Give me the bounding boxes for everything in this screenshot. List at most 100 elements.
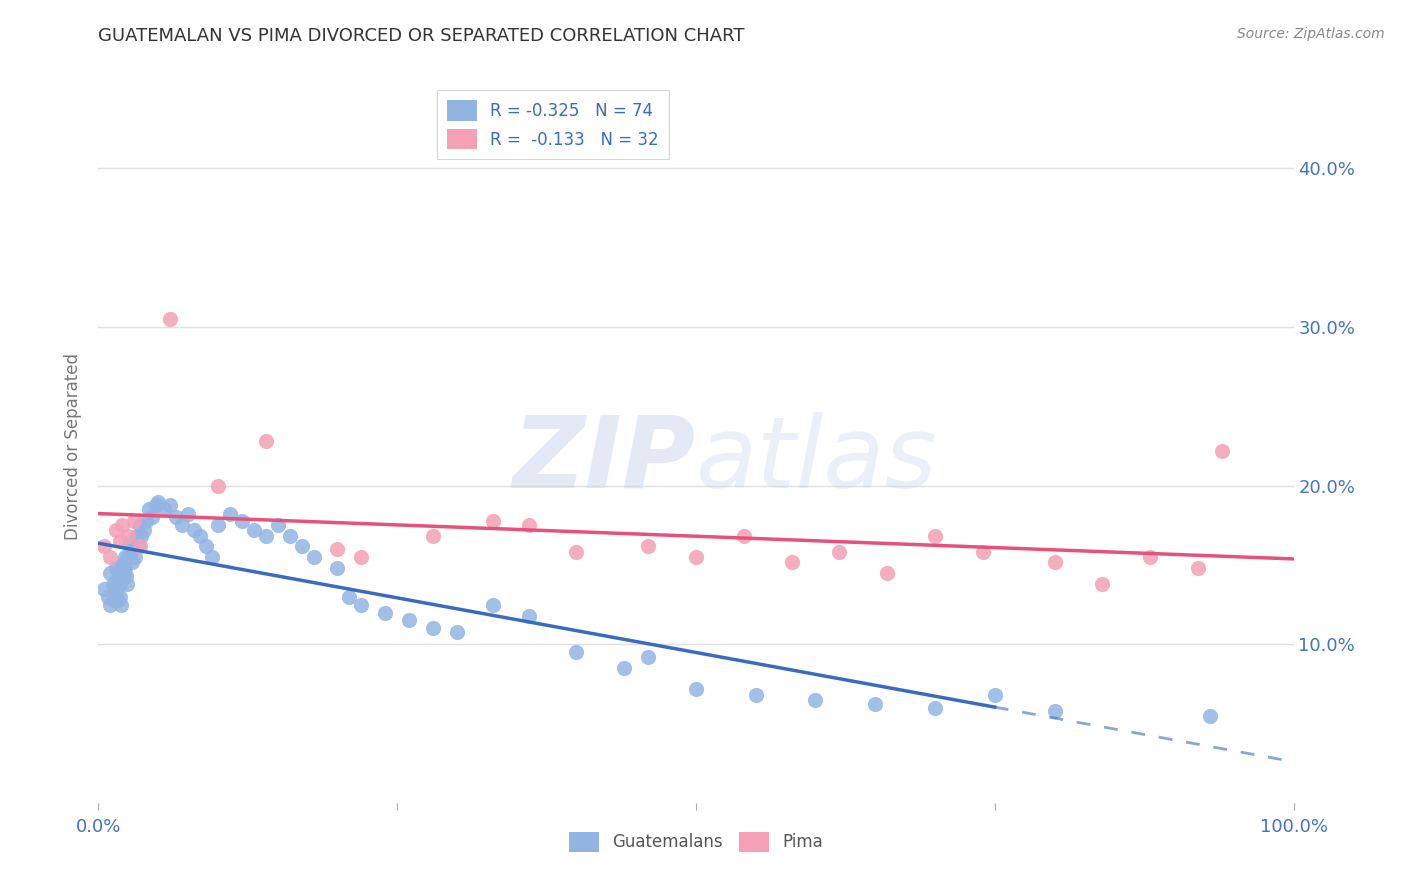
Point <box>350 598 373 612</box>
Point <box>804 692 827 706</box>
Point <box>105 561 128 575</box>
Point <box>398 614 420 628</box>
Point <box>127 539 149 553</box>
Point <box>207 518 229 533</box>
Point <box>876 566 898 580</box>
Point <box>118 539 141 553</box>
Point <box>733 529 755 543</box>
Point <box>1043 704 1066 718</box>
Point <box>105 574 128 588</box>
Point <box>98 549 122 564</box>
Point <box>231 514 253 528</box>
Point <box>165 510 187 524</box>
Point <box>98 598 122 612</box>
Point <box>108 534 131 549</box>
Point <box>350 549 373 564</box>
Point <box>111 518 134 533</box>
Point <box>243 523 266 537</box>
Y-axis label: Divorced or Separated: Divorced or Separated <box>65 352 83 540</box>
Point <box>745 688 768 702</box>
Point <box>120 545 142 559</box>
Point <box>114 561 136 575</box>
Point <box>1091 577 1114 591</box>
Point <box>326 542 349 557</box>
Point <box>107 592 129 607</box>
Point <box>138 502 160 516</box>
Point <box>117 529 139 543</box>
Point <box>117 549 139 564</box>
Point <box>108 590 131 604</box>
Point <box>110 598 132 612</box>
Point <box>637 649 659 664</box>
Point <box>291 539 314 553</box>
Point <box>103 592 125 607</box>
Point <box>112 566 135 580</box>
Point <box>115 569 138 583</box>
Point <box>159 498 181 512</box>
Point <box>267 518 290 533</box>
Point <box>105 523 128 537</box>
Point <box>148 494 170 508</box>
Text: GUATEMALAN VS PIMA DIVORCED OR SEPARATED CORRELATION CHART: GUATEMALAN VS PIMA DIVORCED OR SEPARATED… <box>98 27 745 45</box>
Point <box>107 569 129 583</box>
Point <box>195 539 218 553</box>
Point <box>1043 555 1066 569</box>
Point <box>114 549 136 564</box>
Point <box>565 645 588 659</box>
Point <box>124 514 146 528</box>
Point <box>219 507 242 521</box>
Point <box>188 529 211 543</box>
Text: Source: ZipAtlas.com: Source: ZipAtlas.com <box>1237 27 1385 41</box>
Point <box>685 549 707 564</box>
Point <box>637 539 659 553</box>
Point <box>159 312 181 326</box>
Point <box>422 621 444 635</box>
Point <box>124 534 146 549</box>
Point <box>115 577 138 591</box>
Point <box>121 555 143 569</box>
Point <box>339 590 361 604</box>
Point <box>254 529 277 543</box>
Point <box>177 507 200 521</box>
Point <box>201 549 224 564</box>
Point <box>565 545 588 559</box>
Point <box>481 598 505 612</box>
Point <box>183 523 205 537</box>
Legend: Guatemalans, Pima: Guatemalans, Pima <box>562 825 830 859</box>
Point <box>326 561 349 575</box>
Point <box>1211 443 1233 458</box>
Text: atlas: atlas <box>696 412 938 508</box>
Point <box>302 549 325 564</box>
Point <box>685 681 707 696</box>
Point <box>101 577 124 591</box>
Point <box>111 558 134 572</box>
Point <box>93 539 115 553</box>
Point <box>172 518 194 533</box>
Point <box>153 502 176 516</box>
Point <box>278 529 301 543</box>
Point <box>1139 549 1161 564</box>
Point <box>1199 708 1222 723</box>
Point <box>97 590 120 604</box>
Point <box>145 498 167 512</box>
Point <box>924 529 946 543</box>
Point <box>129 539 152 553</box>
Point <box>254 434 277 449</box>
Point <box>131 529 153 543</box>
Point <box>98 566 122 580</box>
Point <box>132 523 155 537</box>
Point <box>446 624 468 639</box>
Point <box>124 549 146 564</box>
Point <box>972 545 994 559</box>
Point <box>207 478 229 492</box>
Point <box>374 606 396 620</box>
Point <box>93 582 115 596</box>
Point <box>141 510 163 524</box>
Point <box>924 700 946 714</box>
Point <box>780 555 803 569</box>
Point <box>1187 561 1209 575</box>
Point <box>517 608 540 623</box>
Point <box>517 518 540 533</box>
Point <box>828 545 851 559</box>
Point <box>481 514 505 528</box>
